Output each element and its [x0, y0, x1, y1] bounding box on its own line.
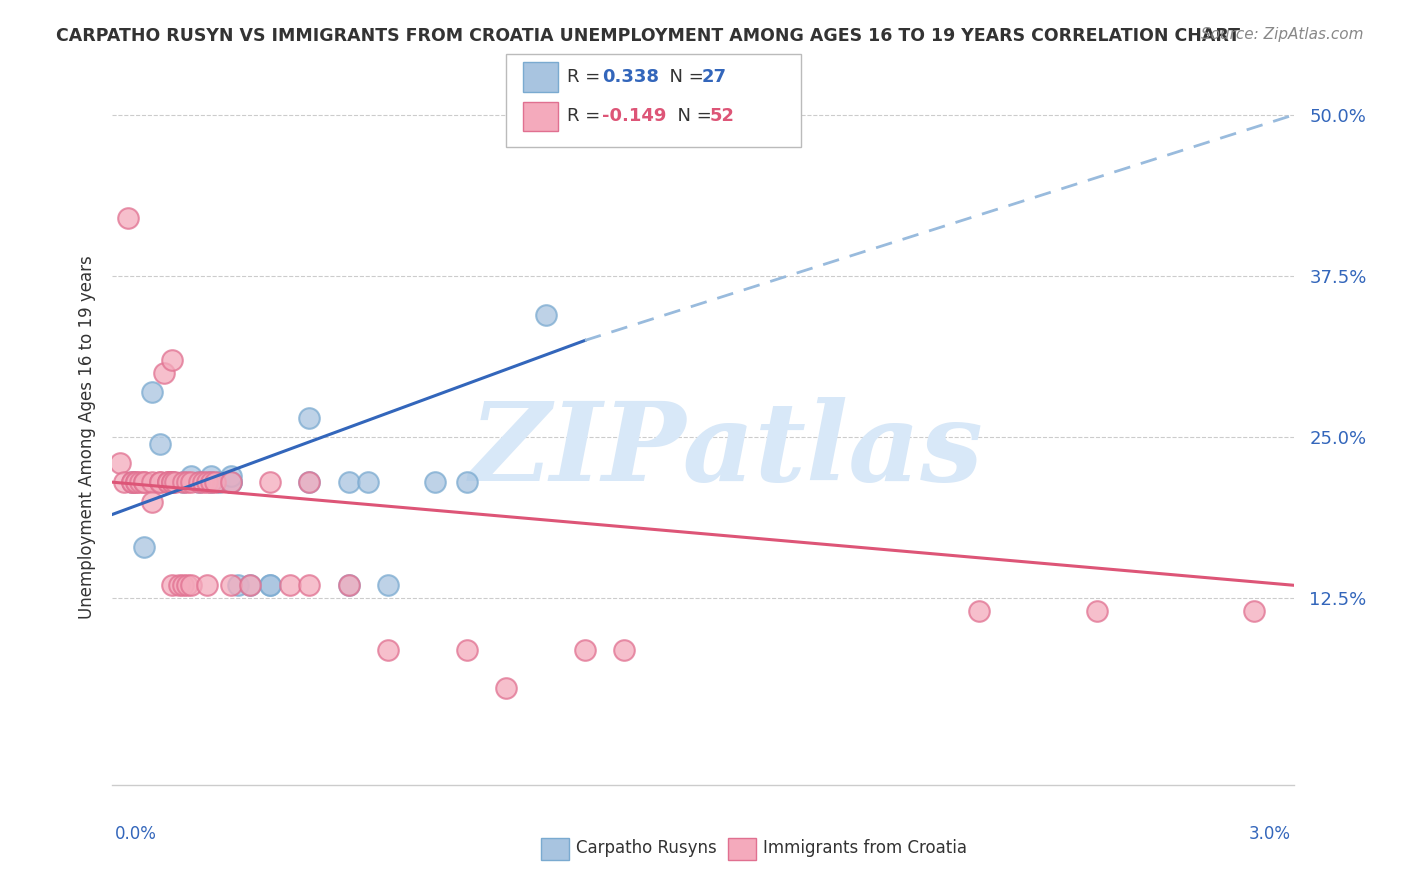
Point: [156, 475, 179, 490]
Text: 0.338: 0.338: [602, 68, 659, 87]
Text: 0.0%: 0.0%: [115, 825, 157, 843]
Point: [219, 475, 242, 490]
Text: Carpatho Rusyns: Carpatho Rusyns: [576, 839, 717, 857]
Point: [176, 475, 198, 490]
Point: [156, 475, 179, 490]
Text: N =: N =: [666, 107, 718, 126]
Point: [112, 475, 135, 490]
Point: [188, 475, 211, 490]
Point: [298, 578, 321, 592]
Point: [195, 475, 218, 490]
Text: 27: 27: [702, 68, 727, 87]
Point: [180, 578, 202, 592]
Point: [259, 475, 281, 490]
Point: [200, 468, 222, 483]
Point: [337, 578, 360, 592]
Point: [337, 475, 360, 490]
Point: [132, 475, 155, 490]
Point: [172, 475, 194, 490]
Point: [219, 578, 242, 592]
Text: Immigrants from Croatia: Immigrants from Croatia: [763, 839, 967, 857]
Point: [160, 475, 183, 490]
Point: [141, 475, 163, 490]
Point: [219, 475, 242, 490]
Point: [298, 475, 321, 490]
Point: [121, 475, 143, 490]
Point: [149, 475, 172, 490]
Point: [456, 475, 478, 490]
Point: [228, 578, 250, 592]
Point: [200, 475, 222, 490]
Point: [149, 475, 172, 490]
Point: [132, 475, 155, 490]
Text: 52: 52: [710, 107, 735, 126]
Point: [149, 436, 172, 450]
Text: R =: R =: [567, 68, 606, 87]
Point: [278, 578, 301, 592]
Point: [456, 642, 478, 657]
Point: [239, 578, 262, 592]
Text: N =: N =: [658, 68, 710, 87]
Text: 3.0%: 3.0%: [1249, 825, 1291, 843]
Point: [1085, 604, 1108, 618]
Point: [125, 475, 148, 490]
Point: [160, 475, 183, 490]
Point: [160, 352, 183, 367]
Point: [125, 475, 148, 490]
Point: [160, 475, 183, 490]
Point: [208, 475, 231, 490]
Text: CARPATHO RUSYN VS IMMIGRANTS FROM CROATIA UNEMPLOYMENT AMONG AGES 16 TO 19 YEARS: CARPATHO RUSYN VS IMMIGRANTS FROM CROATI…: [56, 27, 1240, 45]
Point: [172, 578, 194, 592]
Point: [165, 475, 187, 490]
Point: [117, 211, 139, 225]
Point: [169, 578, 191, 592]
Point: [337, 578, 360, 592]
Point: [172, 475, 194, 490]
Y-axis label: Unemployment Among Ages 16 to 19 years: Unemployment Among Ages 16 to 19 years: [77, 255, 96, 619]
Point: [298, 410, 321, 425]
Text: -0.149: -0.149: [602, 107, 666, 126]
Point: [121, 475, 143, 490]
Point: [239, 578, 262, 592]
Point: [259, 578, 281, 592]
Point: [191, 475, 214, 490]
Point: [195, 578, 218, 592]
Point: [200, 475, 222, 490]
Point: [967, 604, 990, 618]
Point: [259, 578, 281, 592]
Point: [141, 384, 163, 399]
Point: [377, 642, 399, 657]
Point: [1243, 604, 1265, 618]
Point: [574, 642, 596, 657]
Point: [425, 475, 447, 490]
Text: ZIPatlas: ZIPatlas: [470, 397, 984, 505]
Point: [219, 475, 242, 490]
Point: [495, 681, 517, 696]
Point: [204, 475, 226, 490]
Point: [219, 468, 242, 483]
Point: [613, 642, 636, 657]
Text: R =: R =: [567, 107, 606, 126]
Point: [180, 468, 202, 483]
Point: [534, 308, 557, 322]
Point: [188, 475, 211, 490]
Text: Source: ZipAtlas.com: Source: ZipAtlas.com: [1201, 27, 1364, 42]
Point: [180, 475, 202, 490]
Point: [156, 475, 179, 490]
Point: [132, 540, 155, 554]
Point: [377, 578, 399, 592]
Point: [298, 475, 321, 490]
Point: [129, 475, 152, 490]
Point: [121, 475, 143, 490]
Point: [152, 366, 174, 380]
Point: [110, 456, 132, 470]
Point: [160, 578, 183, 592]
Point: [141, 494, 163, 508]
Point: [176, 578, 198, 592]
Point: [357, 475, 380, 490]
